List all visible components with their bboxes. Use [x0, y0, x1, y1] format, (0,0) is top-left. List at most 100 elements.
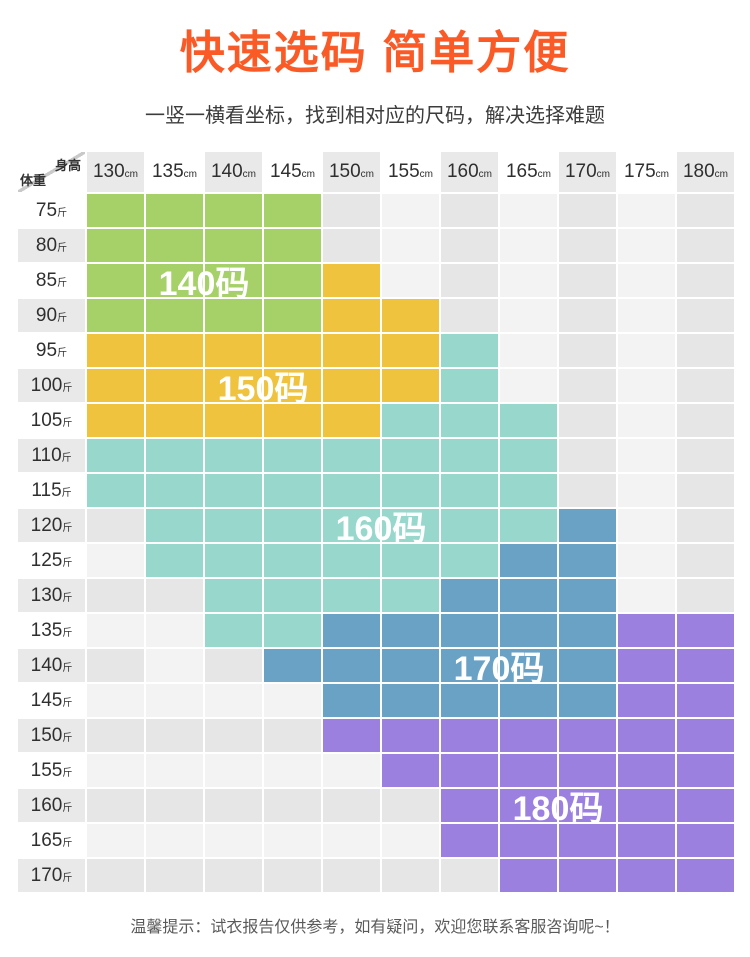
grid-cell: [264, 789, 321, 822]
row-label-value: 125: [30, 550, 63, 571]
col-header-unit: cm: [655, 169, 670, 180]
row-label-value: 165: [30, 830, 63, 851]
grid-cell: [559, 824, 616, 857]
col-header-unit: cm: [124, 169, 139, 180]
grid-cell: [441, 579, 498, 612]
grid-cell: [500, 264, 557, 297]
footer-note: 温馨提示：试衣报告仅供参考，如有疑问，欢迎您联系客服咨询呢~！: [130, 919, 620, 936]
col-header-165cm: 165cm: [500, 152, 557, 192]
row-label-unit: 斤: [62, 873, 73, 884]
grid-cell: [264, 719, 321, 752]
grid-cell: [441, 754, 498, 787]
grid-cell: [500, 859, 557, 892]
grid-cell: [205, 789, 262, 822]
grid-cell: [441, 824, 498, 857]
grid-cell: [205, 229, 262, 262]
row-label-105jin: 105斤: [18, 404, 85, 437]
grid-cell: [146, 579, 203, 612]
grid-cell: [500, 299, 557, 332]
grid-cell: [559, 719, 616, 752]
grid-cell: [264, 859, 321, 892]
grid-cell: [382, 229, 439, 262]
grid-cell: [500, 509, 557, 542]
col-header-180cm: 180cm: [677, 152, 734, 192]
col-header-value: 130: [92, 161, 125, 182]
row-label-value: 170: [30, 865, 63, 886]
row-label-unit: 斤: [62, 628, 73, 639]
grid-cell: [146, 264, 203, 297]
row-label-value: 75: [35, 200, 58, 221]
col-header-value: 155: [387, 161, 420, 182]
grid-cell: [500, 649, 557, 682]
col-header-value: 180: [682, 161, 715, 182]
grid-cell: [677, 579, 734, 612]
col-header-unit: cm: [714, 169, 729, 180]
row-label-170jin: 170斤: [18, 859, 85, 892]
grid-cell: [559, 649, 616, 682]
grid-cell: [677, 439, 734, 472]
col-header-160cm: 160cm: [441, 152, 498, 192]
grid-cell: [146, 299, 203, 332]
grid-cell: [500, 579, 557, 612]
grid-cell: [205, 719, 262, 752]
row-label-value: 135: [30, 620, 63, 641]
grid-cell: [382, 544, 439, 577]
row-label-value: 145: [30, 690, 63, 711]
grid-cell: [618, 474, 675, 507]
grid-cell: [382, 369, 439, 402]
subtitle: 一竖一横看坐标，找到相对应的尺码，解决选择难题: [145, 105, 605, 127]
grid-cell: [618, 264, 675, 297]
col-header-unit: cm: [537, 169, 552, 180]
grid-cell: [146, 229, 203, 262]
row-label-unit: 斤: [57, 348, 68, 359]
grid-cell: [441, 369, 498, 402]
grid-cell: [559, 684, 616, 717]
grid-cell: [146, 369, 203, 402]
grid-cell: [87, 859, 144, 892]
grid-cell: [500, 404, 557, 437]
row-label-value: 80: [35, 235, 58, 256]
row-label-130jin: 130斤: [18, 579, 85, 612]
grid-cell: [146, 544, 203, 577]
row-label-value: 120: [30, 515, 63, 536]
grid-cell: [559, 474, 616, 507]
grid-cell: [559, 754, 616, 787]
grid-cell: [441, 439, 498, 472]
grid-cell: [87, 789, 144, 822]
grid-cell: [559, 264, 616, 297]
row-label-95jin: 95斤: [18, 334, 85, 367]
grid-cell: [87, 334, 144, 367]
grid-cell: [677, 229, 734, 262]
col-header-140cm: 140cm: [205, 152, 262, 192]
grid-cell: [382, 194, 439, 227]
grid-cell: [441, 229, 498, 262]
grid-cell: [441, 614, 498, 647]
grid-cell: [382, 789, 439, 822]
grid-cell: [264, 614, 321, 647]
col-header-unit: cm: [478, 169, 493, 180]
grid-cell: [146, 824, 203, 857]
grid-cell: [441, 719, 498, 752]
grid-cell: [323, 194, 380, 227]
grid-cell: [559, 299, 616, 332]
row-label-unit: 斤: [62, 698, 73, 709]
row-label-unit: 斤: [61, 488, 72, 499]
grid-cell: [264, 579, 321, 612]
grid-cell: [87, 194, 144, 227]
grid-cell: [382, 509, 439, 542]
grid-cell: [500, 474, 557, 507]
row-label-value: 150: [30, 725, 63, 746]
col-header-unit: cm: [242, 169, 257, 180]
grid-cell: [205, 754, 262, 787]
grid-cell: [264, 194, 321, 227]
row-label-value: 95: [35, 340, 58, 361]
col-header-unit: cm: [301, 169, 316, 180]
grid-cell: [441, 334, 498, 367]
grid-cell: [382, 614, 439, 647]
grid-cell: [323, 754, 380, 787]
grid-cell: [205, 684, 262, 717]
grid-cell: [323, 824, 380, 857]
grid-cell: [87, 509, 144, 542]
grid-cell: [87, 439, 144, 472]
